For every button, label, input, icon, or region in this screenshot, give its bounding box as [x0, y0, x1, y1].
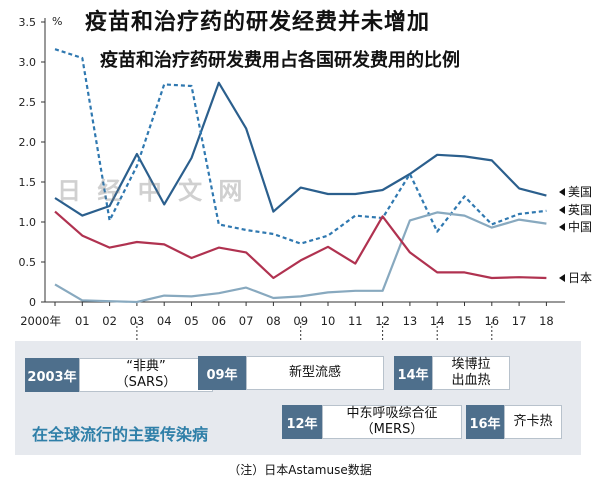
- epidemic-name: 中东呼吸综合征 （MERS）: [322, 405, 462, 439]
- x-tick-label: 2000年: [20, 314, 61, 328]
- x-tick-label: 15: [457, 314, 472, 328]
- x-tick-label: 17: [512, 314, 527, 328]
- y-unit-label: %: [52, 15, 62, 28]
- x-tick-label: 02: [102, 314, 117, 328]
- legend-pointer-usa: [559, 188, 565, 196]
- y-tick-label: 1.5: [19, 176, 37, 189]
- x-axis: 2000年 01 02 03 04 05 06 07 08 09 10 11 12 13 14 15 16 17 1…: [20, 301, 565, 328]
- epidemic-year: 14年: [394, 356, 432, 390]
- epidemic-name: 埃博拉 出血热: [432, 356, 510, 390]
- watermark: 日 经 中 文 网: [57, 177, 247, 205]
- series-line-japan: [54, 210, 547, 280]
- y-tick-label: 3.5: [19, 16, 37, 29]
- x-tick-label: 18: [539, 314, 554, 328]
- legend-label-usa: 美国: [568, 185, 592, 199]
- x-tick-label: 12: [375, 314, 390, 328]
- epidemic-name: 齐卡热: [504, 405, 562, 439]
- x-tick-label: 14: [430, 314, 445, 328]
- legend-pointer-china: [559, 223, 565, 231]
- y-tick-label: 1.0: [19, 216, 37, 229]
- x-tick-label: 05: [184, 314, 199, 328]
- x-tick-label: 03: [130, 314, 145, 328]
- epidemic-caption: 在全球流行的主要传染病: [32, 425, 209, 444]
- x-tick-label: 09: [293, 314, 308, 328]
- epidemic-item-2014: 14年 埃博拉 出血热: [394, 356, 510, 390]
- x-tick-label: 01: [75, 314, 90, 328]
- x-tick-label: 08: [266, 314, 281, 328]
- y-axis: 0 0.5 1.0 1.5 2.0 2.5 3.0 3.5%: [19, 15, 63, 309]
- x-tick-label: 04: [157, 314, 172, 328]
- series-line-uk: [54, 48, 547, 245]
- chart-subtitle: 疫苗和治疗药研发费用占各国研发费用的比例: [100, 50, 460, 71]
- legend-pointer-japan: [559, 274, 565, 282]
- y-tick-label: 3.0: [19, 56, 37, 69]
- x-tick-label: 16: [484, 314, 499, 328]
- chart-title: 疫苗和治疗药的研发经费并未增加: [85, 10, 431, 35]
- legend-label-uk: 英国: [568, 203, 592, 217]
- x-tick-label: 11: [348, 314, 363, 328]
- epidemic-year: 16年: [466, 405, 504, 439]
- epidemic-name: “非典” （SARS）: [79, 358, 213, 392]
- y-tick-label: 2.0: [19, 136, 37, 149]
- series-line-usa: [54, 81, 547, 217]
- x-tick-label: 07: [239, 314, 254, 328]
- epidemic-name: 新型流感: [246, 356, 384, 390]
- legend-pointer-uk: [559, 206, 565, 214]
- epidemic-item-2016: 16年 齐卡热: [466, 405, 562, 439]
- epidemic-item-2009: 09年 新型流感: [198, 356, 384, 390]
- x-tick-label: 06: [211, 314, 226, 328]
- epidemic-year: 2003年: [25, 358, 79, 392]
- y-tick-label: 0.5: [19, 256, 37, 269]
- y-tick-label: 0: [29, 296, 36, 309]
- epidemic-item-2012: 12年 中东呼吸综合征 （MERS）: [282, 405, 462, 439]
- series-lines: [54, 48, 547, 304]
- source-note: （注）日本Astamuse数据: [228, 463, 372, 477]
- legend-label-china: 中国: [568, 219, 592, 234]
- legend-label-japan: 日本: [568, 271, 592, 285]
- epidemic-year: 09年: [198, 356, 246, 390]
- y-tick-label: 2.5: [19, 96, 37, 109]
- x-tick-label: 13: [403, 314, 418, 328]
- series-line-china: [54, 211, 547, 304]
- epidemic-item-2003: 2003年 “非典” （SARS）: [25, 358, 213, 392]
- epidemic-year: 12年: [282, 405, 322, 439]
- x-tick-label: 10: [321, 314, 336, 328]
